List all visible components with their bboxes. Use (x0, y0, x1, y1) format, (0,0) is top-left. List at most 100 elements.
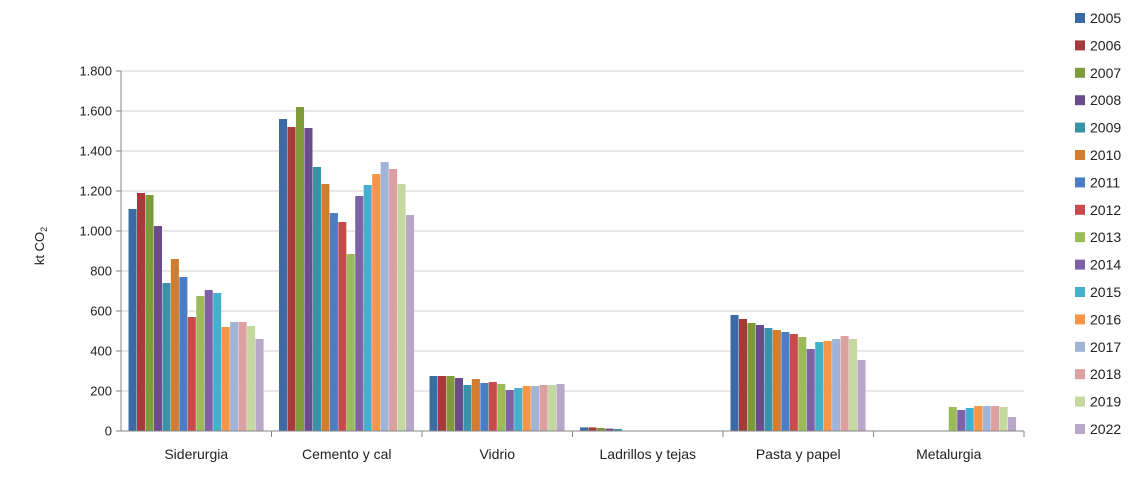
legend-swatch-2012 (1075, 204, 1085, 215)
legend-label-2015: 2015 (1090, 284, 1121, 300)
y-tick-label: 200 (90, 384, 112, 399)
x-tick-label: Ladrillos y tejas (600, 446, 697, 462)
bar-2006 (588, 427, 597, 431)
bar-2007 (446, 376, 455, 431)
bar-2008 (454, 378, 463, 431)
bar-2012 (187, 317, 196, 431)
legend-swatch-2011 (1075, 177, 1085, 188)
bar-2006 (437, 376, 447, 431)
x-tick-label: Siderurgia (164, 446, 228, 462)
y-tick-label: 1.600 (79, 104, 112, 119)
bar-2005 (128, 209, 137, 431)
bar-2019 (999, 407, 1008, 431)
bar-2014 (355, 196, 364, 431)
bar-2015 (363, 185, 372, 431)
legend-swatch-2016 (1075, 314, 1085, 325)
bar-2016 (221, 327, 230, 431)
bar-2017 (531, 386, 540, 431)
legend-swatch-2019 (1075, 396, 1085, 407)
legend-swatch-2013 (1075, 232, 1085, 243)
bar-2011 (329, 213, 338, 431)
bar-2005 (730, 315, 739, 431)
legend-label-2010: 2010 (1090, 147, 1121, 163)
legend-swatch-2010 (1075, 150, 1085, 160)
legend-swatch-2018 (1075, 369, 1085, 380)
bar-2016 (823, 341, 832, 431)
gridlines (121, 70, 1024, 392)
bar-2018 (991, 406, 1000, 431)
bar-2006 (136, 193, 146, 431)
bar-2018 (389, 169, 398, 431)
y-tick-label: 1.200 (79, 184, 112, 199)
bars (128, 107, 1017, 431)
bar-2014 (505, 390, 514, 431)
legend-swatch-2015 (1075, 287, 1085, 297)
bar-2007 (295, 107, 305, 431)
legend-label-2006: 2006 (1090, 37, 1121, 53)
legend: 2005 2006 2007 2008 2009 2010 2011 2012 2013 2014… (1075, 10, 1121, 437)
bar-2006 (738, 319, 748, 431)
bar-2009 (312, 167, 321, 431)
bar-2018 (840, 336, 849, 431)
bar-2019 (247, 326, 256, 431)
x-tick-label: Vidrio (479, 446, 515, 462)
legend-swatch-2007 (1075, 67, 1085, 78)
bar-2008 (153, 226, 162, 431)
bar-2022 (406, 215, 415, 431)
legend-swatch-2008 (1075, 95, 1085, 106)
bar-2006 (287, 127, 296, 431)
bar-2019 (397, 184, 406, 431)
legend-label-2019: 2019 (1090, 394, 1121, 410)
y-tick-label: 1.400 (79, 144, 112, 159)
bar-2005 (279, 119, 288, 431)
bar-2012 (789, 334, 798, 431)
x-tick-label: Cemento y cal (302, 446, 391, 462)
bar-2008 (605, 428, 614, 431)
bar-2009 (764, 328, 773, 431)
legend-label-2008: 2008 (1090, 92, 1121, 108)
bar-2018 (238, 322, 247, 431)
bar-2007 (747, 323, 756, 431)
y-tick-label: 1.800 (79, 64, 112, 79)
y-tick-label: 800 (90, 264, 112, 279)
bar-2010 (170, 259, 179, 431)
bar-2016 (974, 406, 983, 431)
bar-2007 (145, 195, 154, 431)
bar-2019 (849, 339, 858, 431)
y-tick-label: 1.000 (79, 224, 112, 239)
legend-label-2009: 2009 (1090, 120, 1121, 136)
bar-2015 (213, 293, 222, 431)
bar-2009 (463, 385, 472, 431)
legend-label-2018: 2018 (1090, 366, 1121, 382)
bar-2007 (596, 428, 606, 431)
bar-2016 (372, 174, 381, 431)
legend-label-2012: 2012 (1090, 202, 1121, 218)
bar-2014 (806, 349, 815, 431)
bar-2022 (1008, 417, 1017, 431)
bar-2022 (255, 339, 264, 431)
legend-label-2016: 2016 (1090, 311, 1121, 327)
legend-swatch-2005 (1075, 13, 1085, 23)
bar-2013 (798, 337, 807, 431)
bar-2012 (488, 382, 497, 431)
bar-2017 (380, 162, 389, 431)
x-tick-label: Pasta y papel (756, 446, 841, 462)
bar-2011 (480, 383, 489, 431)
bar-2014 (957, 410, 966, 431)
bar-2013 (346, 254, 355, 431)
y-tick-label: 600 (90, 304, 112, 319)
legend-label-2013: 2013 (1090, 229, 1121, 245)
bar-2017 (832, 339, 841, 431)
bar-2013 (196, 296, 205, 431)
bar-2010 (772, 330, 781, 431)
legend-label-2011: 2011 (1090, 174, 1120, 190)
bar-2005 (429, 376, 438, 431)
bar-2017 (230, 322, 239, 431)
y-tick-label: 400 (90, 344, 112, 359)
bar-2015 (514, 388, 523, 431)
legend-swatch-2022 (1075, 424, 1085, 434)
bar-2018 (539, 385, 548, 431)
legend-label-2005: 2005 (1090, 10, 1121, 26)
bar-2022 (857, 360, 866, 431)
